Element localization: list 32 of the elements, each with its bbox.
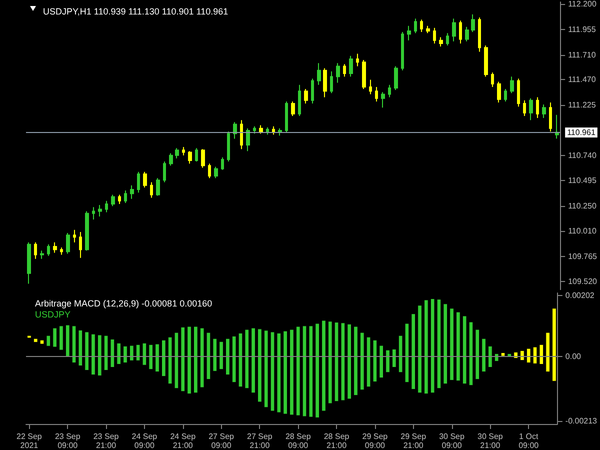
y-tick-label: 111.710	[568, 50, 596, 60]
y-tick-label: 110.010	[568, 226, 597, 236]
x-tick-label: 23 Sep 21:00	[93, 432, 120, 450]
x-tick-label: 29 Sep 09:00	[362, 432, 388, 450]
x-tick-label: 30 Sep 21:00	[478, 432, 504, 450]
x-tick-label: 1 Oct 09:00	[518, 432, 540, 450]
x-tick-label: 27 Sep 21:00	[247, 432, 273, 450]
x-tick-label: 23 Sep 09:00	[54, 432, 81, 450]
y-tick-label: -0.00213	[565, 416, 598, 426]
x-tick-label: 24 Sep 09:00	[132, 432, 158, 450]
y-tick-label: 111.470	[568, 75, 596, 84]
x-tick-label: 29 Sep 21:00	[400, 432, 427, 450]
text: USDJPY,H1 110.939 111.130 110.901 110.961	[43, 6, 228, 16]
y-tick-label: 112.200	[568, 0, 597, 9]
y-tick-label: 109.520	[568, 277, 598, 286]
x-tick-label: 24 Sep 21:00	[170, 432, 196, 450]
y-tick-label: 110.250	[568, 202, 597, 211]
y-tick-label: 109.765	[568, 252, 598, 261]
y-tick-label: 111.225	[568, 100, 596, 110]
ref-line-label: 110.961	[567, 128, 596, 138]
y-tick-label: 110.495	[568, 176, 597, 186]
y-tick-label: 110.740	[568, 150, 597, 160]
y-tick-label: 0.00	[565, 352, 582, 362]
x-tick-label: 30 Sep 09:00	[439, 432, 465, 450]
x-tick-label: 27 Sep 09:00	[208, 432, 235, 450]
y-tick-label: 0.00202	[565, 291, 595, 300]
x-tick-label: 28 Sep 21:00	[324, 432, 350, 450]
x-tick-label: 22 Sep 2021	[16, 432, 42, 450]
text: USDJPY	[35, 310, 71, 320]
y-tick-label: 111.955	[568, 24, 596, 34]
text: Arbitrage MACD (12,26,9) -0.00081 0.00160	[35, 298, 212, 308]
x-tick-label: 28 Sep 09:00	[285, 432, 312, 450]
